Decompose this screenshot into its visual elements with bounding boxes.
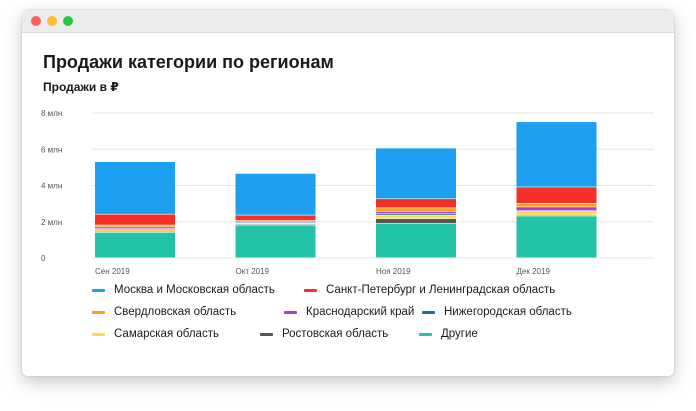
legend-label: Другие xyxy=(441,328,478,340)
bar-segment xyxy=(95,161,175,214)
legend-label: Ростовская область xyxy=(282,328,389,340)
bar-segment xyxy=(235,225,316,258)
legend-swatch xyxy=(92,332,105,336)
bar-segment xyxy=(95,214,175,225)
legend-swatch xyxy=(92,310,105,314)
x-tick-label: Окт 2019 xyxy=(236,267,270,276)
y-tick-label: 8 млн xyxy=(41,109,62,118)
bar-segment xyxy=(376,199,456,208)
bar-segment xyxy=(376,215,456,219)
y-tick-label: 2 млн xyxy=(41,218,62,227)
legend-swatch xyxy=(284,310,297,314)
y-tick-label: 4 млн xyxy=(41,182,62,191)
y-tick-label: 6 млн xyxy=(41,145,62,154)
legend-label: Самарская область xyxy=(114,328,219,340)
bar-segment xyxy=(376,219,456,223)
legend-item: Свердловская область xyxy=(92,304,236,320)
bar-segment xyxy=(95,229,175,232)
x-tick-label: Сен 2019 xyxy=(95,267,130,276)
legend-item: Ростовская область xyxy=(260,326,388,342)
y-tick-label: 0 xyxy=(41,254,46,263)
close-window-button[interactable] xyxy=(31,16,41,26)
x-tick-label: Ноя 2019 xyxy=(376,267,411,276)
x-tick-label: Дек 2019 xyxy=(517,267,551,276)
bar-segment xyxy=(376,208,456,212)
minimize-window-button[interactable] xyxy=(47,16,57,26)
bar-segment xyxy=(516,122,597,187)
bar-segment xyxy=(376,148,456,199)
window-titlebar xyxy=(22,10,674,33)
legend-swatch xyxy=(304,288,317,292)
legend-label: Нижегородская область xyxy=(444,306,572,318)
legend-label: Санкт-Петербург и Ленинградская область xyxy=(326,284,556,296)
bar-segment xyxy=(95,225,175,227)
legend-swatch xyxy=(422,310,435,314)
stacked-bar-chart: 0 2 млн 4 млн 6 млн 8 млн Сен 2019 Окт 2019 Ноя… xyxy=(41,109,654,276)
bar-segment xyxy=(376,211,456,213)
bar-segment xyxy=(95,227,175,229)
chart-window: Продажи категории по регионам Продажи в … xyxy=(22,10,674,376)
bar-segment xyxy=(516,203,597,207)
legend-item: Санкт-Петербург и Ленинградская область xyxy=(304,282,555,298)
bar-segment xyxy=(516,207,597,211)
legend-swatch xyxy=(419,332,432,336)
maximize-window-button[interactable] xyxy=(63,16,73,26)
legend-label: Москва и Московская область xyxy=(114,284,275,296)
bar-segment xyxy=(516,211,597,215)
bar-segment xyxy=(235,173,316,215)
legend-item: Самарская область xyxy=(92,326,219,342)
bar-segment xyxy=(95,232,175,258)
legend-item: Москва и Московская область xyxy=(92,282,275,298)
legend-item: Нижегородская область xyxy=(422,304,572,320)
legend-swatch xyxy=(260,332,273,336)
chart-title: Продажи категории по регионам xyxy=(43,52,334,72)
y-axis-label: Продажи в ₽ xyxy=(43,80,119,94)
bar-segment xyxy=(235,215,316,221)
legend-label: Краснодарский край xyxy=(306,306,415,318)
legend-label: Свердловская область xyxy=(114,306,237,318)
legend-item: Краснодарский край xyxy=(284,304,414,320)
legend-swatch xyxy=(92,288,105,292)
legend-item: Другие xyxy=(419,326,478,342)
bar-segment xyxy=(516,216,597,258)
bar-segment xyxy=(376,213,456,215)
chart-legend: Москва и Московская область Санкт-Петербу… xyxy=(92,282,652,362)
bar-segment xyxy=(376,223,456,258)
bar-segment xyxy=(516,187,597,204)
